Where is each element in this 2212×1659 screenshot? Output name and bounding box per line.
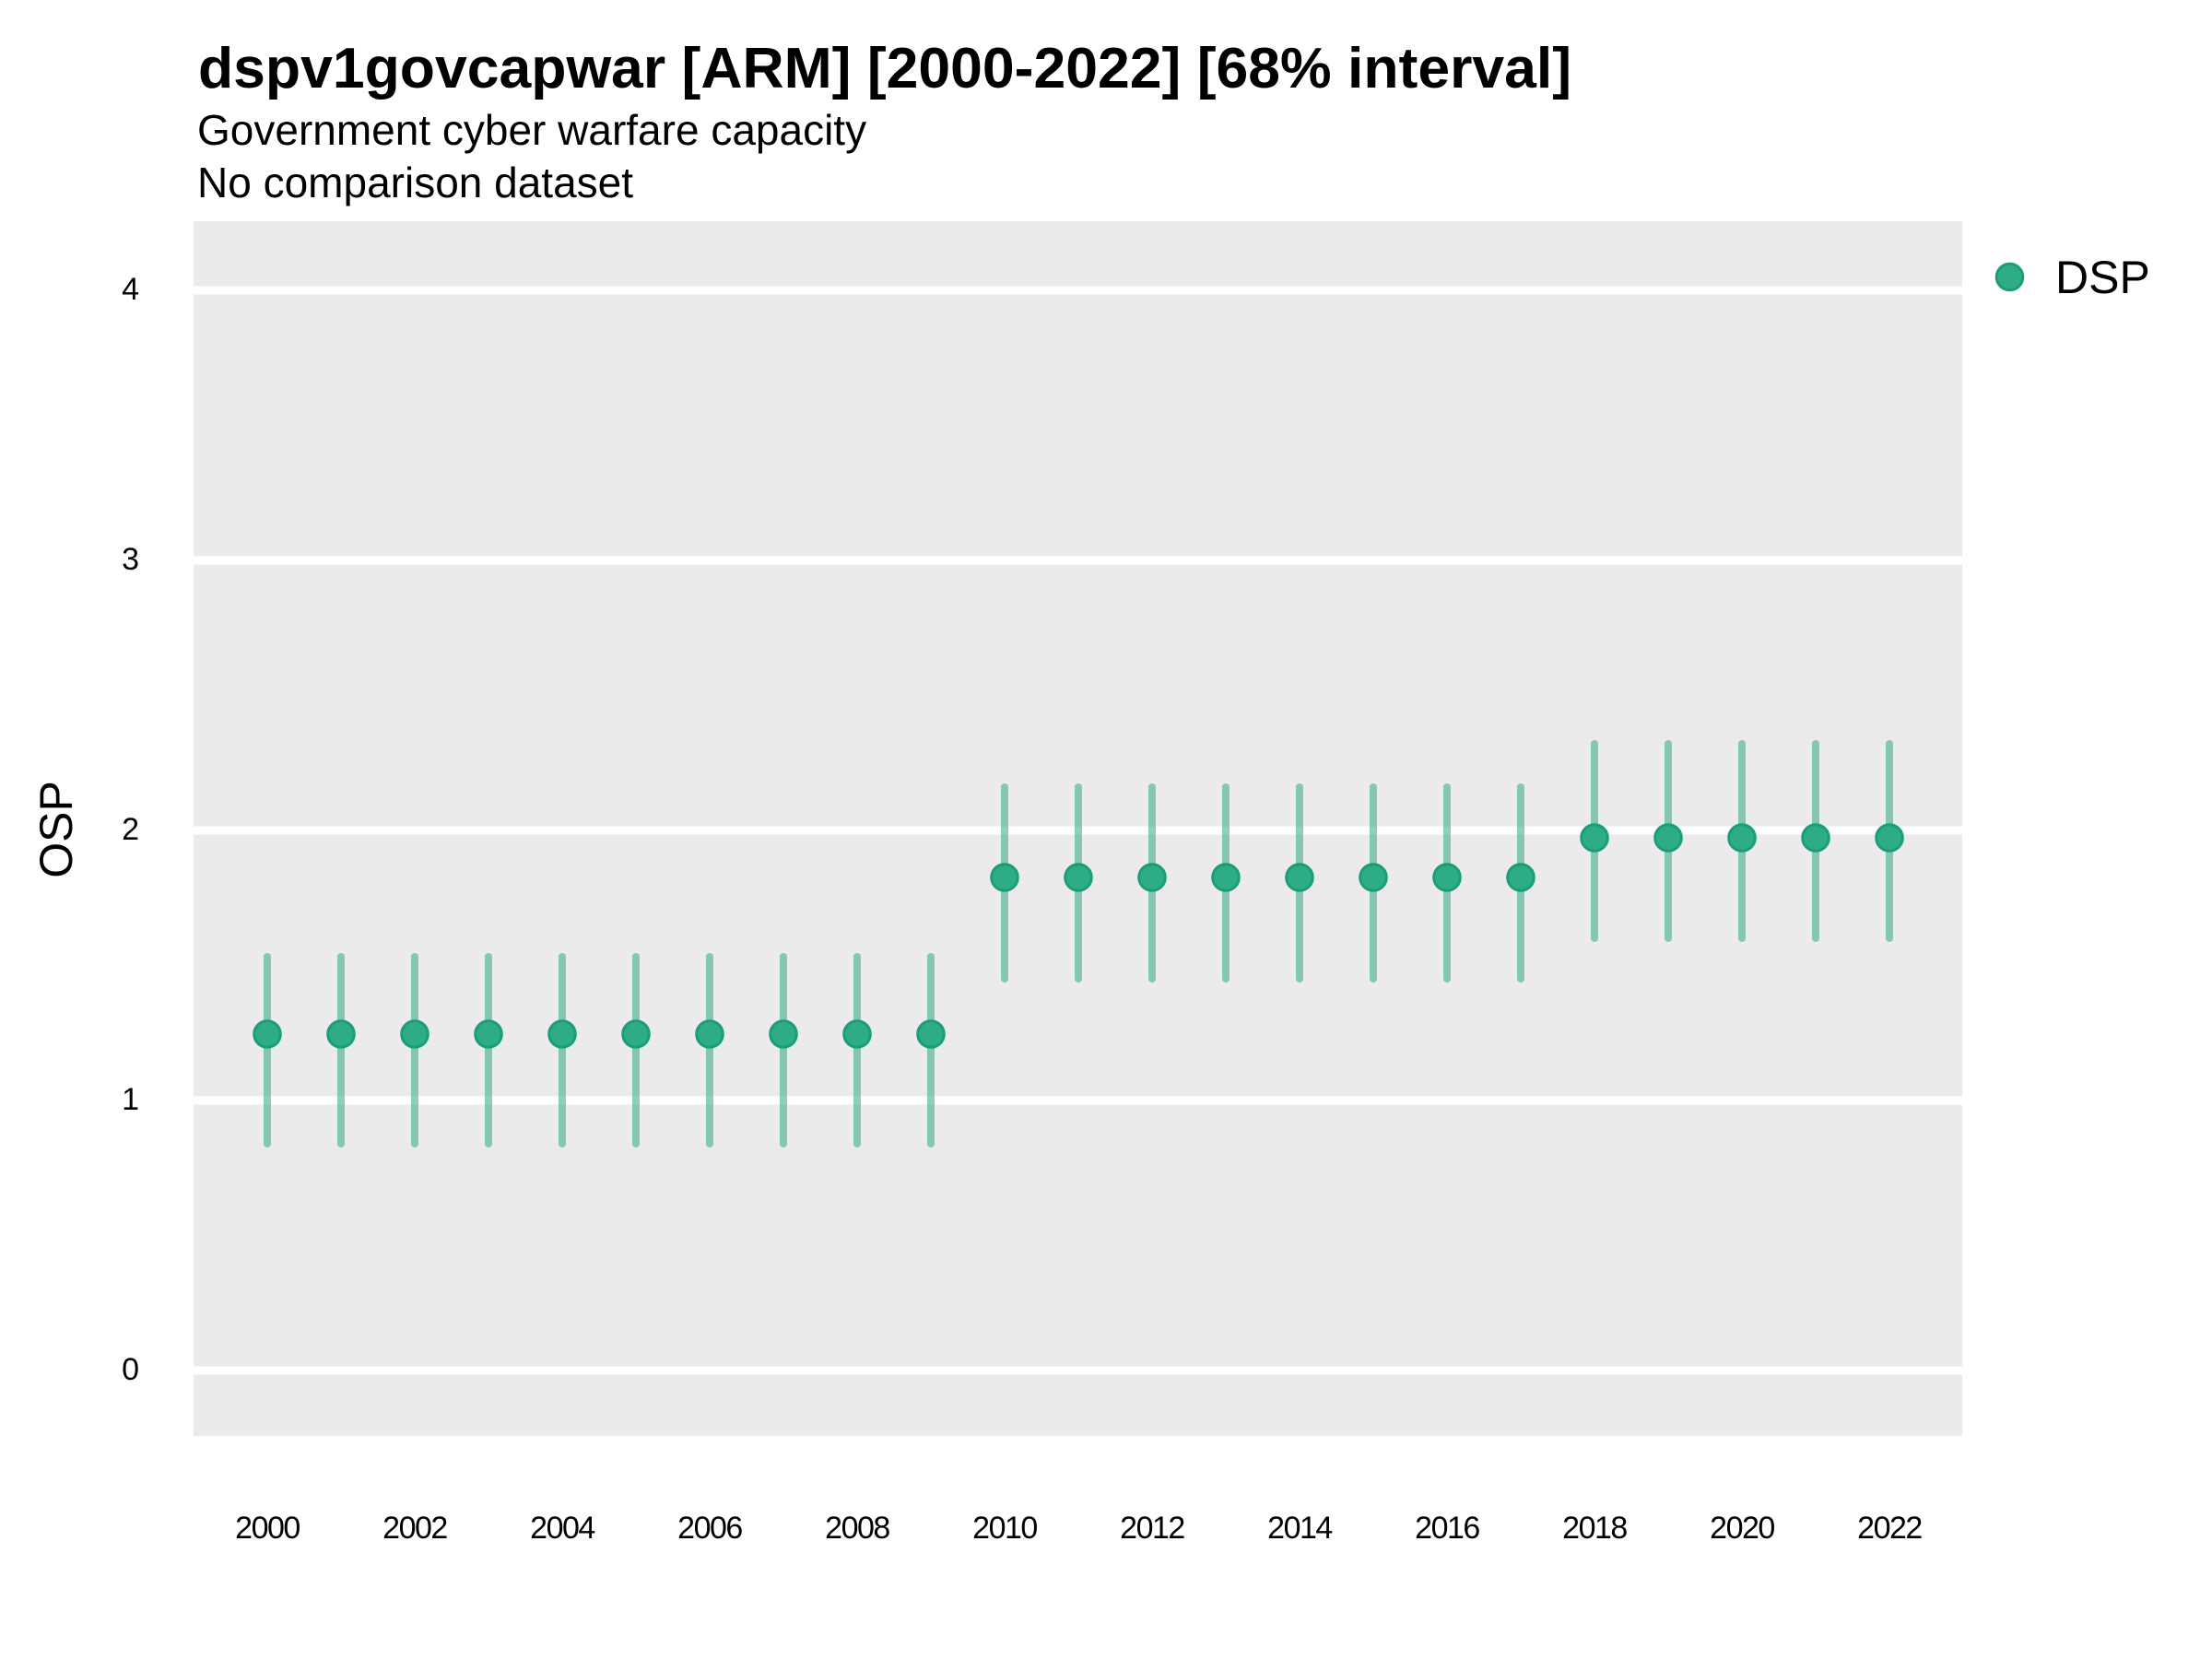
svg-text:2012: 2012	[1120, 1511, 1184, 1546]
svg-text:dspv1govcapwar [ARM] [2000-202: dspv1govcapwar [ARM] [2000-2022] [68% in…	[198, 36, 1571, 100]
svg-text:0: 0	[122, 1352, 139, 1387]
svg-text:2004: 2004	[530, 1511, 594, 1546]
svg-text:2020: 2020	[1710, 1511, 1774, 1546]
svg-text:Government cyber warfare capac: Government cyber warfare capacity	[197, 106, 866, 154]
svg-text:2000: 2000	[235, 1511, 300, 1546]
svg-text:2010: 2010	[972, 1511, 1037, 1546]
svg-text:DSP: DSP	[2055, 252, 2150, 303]
svg-text:4: 4	[122, 272, 139, 307]
svg-text:2006: 2006	[677, 1511, 742, 1546]
svg-text:OSP: OSP	[30, 781, 82, 878]
svg-text:2014: 2014	[1267, 1511, 1332, 1546]
svg-text:3: 3	[122, 542, 139, 577]
svg-text:2002: 2002	[382, 1511, 447, 1546]
svg-text:1: 1	[122, 1082, 139, 1117]
svg-text:2022: 2022	[1857, 1511, 1922, 1546]
svg-text:2016: 2016	[1415, 1511, 1479, 1546]
svg-text:2008: 2008	[825, 1511, 889, 1546]
svg-text:2018: 2018	[1562, 1511, 1627, 1546]
svg-text:No comparison dataset: No comparison dataset	[197, 159, 633, 206]
svg-text:2: 2	[122, 812, 139, 847]
